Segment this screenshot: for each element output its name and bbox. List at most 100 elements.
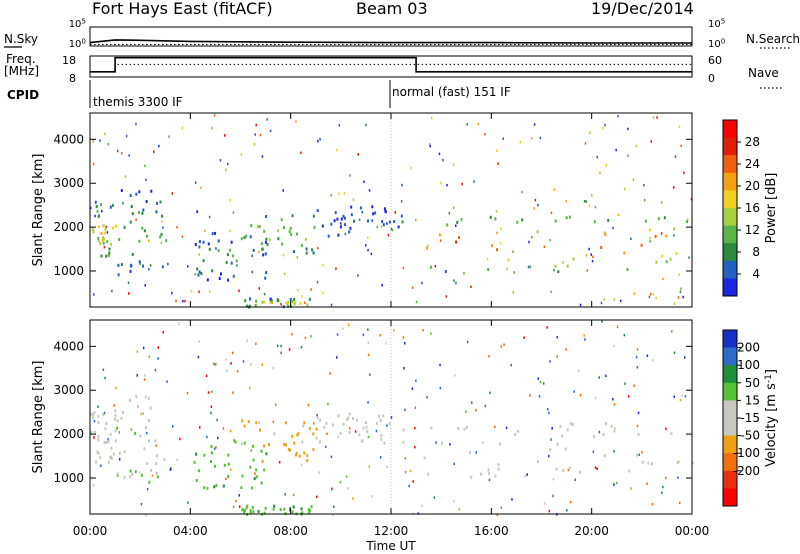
velocity-panel-cell bbox=[347, 416, 350, 420]
power-panel-cell bbox=[161, 265, 164, 269]
power-panel-cell bbox=[291, 300, 294, 304]
velocity-panel-cell bbox=[263, 444, 266, 448]
velocity-panel-cell bbox=[380, 437, 383, 441]
power-panel-cell bbox=[358, 218, 361, 221]
nsearch-label: N.Search bbox=[746, 32, 800, 46]
power-panel-cell bbox=[295, 120, 297, 123]
velocity-panel-cell bbox=[149, 406, 152, 410]
power-panel-cell bbox=[145, 178, 147, 182]
power-panel-cell bbox=[271, 301, 273, 305]
velocity-panel-cell bbox=[548, 454, 550, 458]
power-panel-cell bbox=[230, 240, 233, 244]
power-panel-cell bbox=[401, 183, 403, 187]
power-panel-cell bbox=[251, 270, 254, 274]
power-panel-cell bbox=[499, 241, 502, 245]
nave-label: Nave bbox=[748, 66, 779, 80]
power-colorbar-swatch bbox=[723, 243, 737, 262]
velocity-panel-cell bbox=[247, 420, 250, 424]
power-panel-cell bbox=[583, 200, 586, 203]
velocity-panel-cell bbox=[273, 432, 276, 436]
velocity-panel-cell bbox=[97, 434, 100, 438]
velocity-panel-cell bbox=[367, 328, 369, 331]
power-panel-cell bbox=[92, 140, 94, 143]
velocity-panel-cell bbox=[103, 440, 106, 444]
power-panel-cell bbox=[673, 186, 675, 189]
power-panel-cell bbox=[144, 284, 146, 287]
time-tick-label: 00:00 bbox=[73, 524, 108, 538]
velocity-panel-cell bbox=[151, 474, 154, 478]
velocity-panel-cell bbox=[287, 447, 290, 451]
velocity-panel-cell bbox=[500, 506, 503, 509]
power-panel-cell bbox=[229, 248, 231, 252]
velocity-panel-cell bbox=[489, 391, 491, 395]
velocity-panel-cell bbox=[280, 344, 282, 348]
power-panel-cell bbox=[121, 152, 123, 155]
power-panel-cell bbox=[565, 216, 568, 220]
velocity-panel-cell bbox=[210, 405, 213, 408]
power-panel-cell bbox=[415, 300, 418, 304]
power-panel-cell bbox=[553, 268, 555, 272]
velocity-panel-cell bbox=[315, 427, 318, 431]
power-panel-cell bbox=[225, 168, 227, 172]
velocity-panel-cell bbox=[423, 456, 426, 460]
velocity-panel-cell bbox=[569, 500, 572, 504]
velocity-panel-cell bbox=[417, 512, 419, 515]
velocity-panel-cell bbox=[114, 409, 117, 413]
power-panel-cell bbox=[531, 137, 533, 140]
power-panel-cell bbox=[322, 291, 324, 294]
power-panel-cell bbox=[282, 254, 285, 257]
velocity-panel-cell bbox=[157, 346, 159, 349]
power-panel-cell bbox=[669, 257, 672, 261]
power-panel-cell bbox=[456, 221, 459, 224]
velocity-panel-cell bbox=[210, 451, 213, 455]
velocity-panel-cell bbox=[296, 433, 299, 437]
power-panel-cell bbox=[371, 205, 374, 209]
velocity-panel-cell bbox=[107, 440, 110, 444]
power-panel-cell bbox=[254, 304, 257, 307]
velocity-panel-cell bbox=[404, 457, 407, 460]
power-panel-cell bbox=[527, 265, 530, 269]
power-panel-cell bbox=[534, 198, 537, 202]
velocity-panel-cell bbox=[145, 426, 147, 430]
nsearch-right-tick: 100 bbox=[708, 37, 726, 51]
velocity-panel-cell bbox=[524, 474, 527, 478]
power-panel-cell bbox=[252, 248, 255, 252]
power-colorbar-tick-label: 16 bbox=[745, 201, 760, 215]
nsky-left-tick: 100 bbox=[69, 37, 87, 51]
velocity-panel-cell bbox=[497, 463, 500, 467]
velocity-panel-cell bbox=[633, 384, 635, 387]
velocity-panel-cell bbox=[104, 427, 107, 431]
power-panel-cell bbox=[142, 208, 145, 212]
power-panel-cell bbox=[102, 224, 105, 228]
power-panel-cell bbox=[591, 259, 594, 263]
velocity-panel-cell bbox=[426, 396, 428, 399]
velocity-panel-cell bbox=[494, 474, 497, 478]
velocity-panel-cell bbox=[316, 495, 318, 499]
velocity-colorbar-swatch bbox=[723, 488, 737, 507]
velocity-panel-cell bbox=[198, 340, 200, 343]
velocity-panel-cell bbox=[484, 404, 487, 408]
power-panel-cell bbox=[612, 226, 614, 230]
velocity-panel-cell bbox=[292, 493, 295, 497]
velocity-panel-cell bbox=[284, 493, 286, 496]
power-panel-cells bbox=[90, 114, 693, 309]
velocity-panel-cell bbox=[573, 390, 575, 393]
power-panel-cell bbox=[105, 254, 108, 258]
velocity-panel-cell bbox=[238, 505, 241, 508]
velocity-panel-cell bbox=[169, 468, 172, 471]
power-panel-cell bbox=[232, 211, 235, 214]
velocity-panel-cell bbox=[97, 414, 100, 418]
velocity-panel-cell bbox=[93, 411, 96, 415]
velocity-panel-cell bbox=[414, 426, 416, 430]
power-panel-cell bbox=[496, 231, 498, 235]
nsky-label: N.Sky bbox=[4, 32, 39, 46]
velocity-colorbar-swatch bbox=[723, 418, 737, 436]
velocity-panel-cell bbox=[179, 437, 181, 441]
power-panel-cell bbox=[311, 248, 314, 252]
velocity-panel-cell bbox=[441, 441, 443, 445]
power-panel-cell bbox=[107, 142, 109, 146]
velocity-panel-cell bbox=[136, 405, 139, 409]
velocity-panel-cell bbox=[566, 509, 568, 512]
velocity-panel-cell bbox=[166, 380, 168, 383]
velocity-panel-cell bbox=[307, 403, 310, 407]
